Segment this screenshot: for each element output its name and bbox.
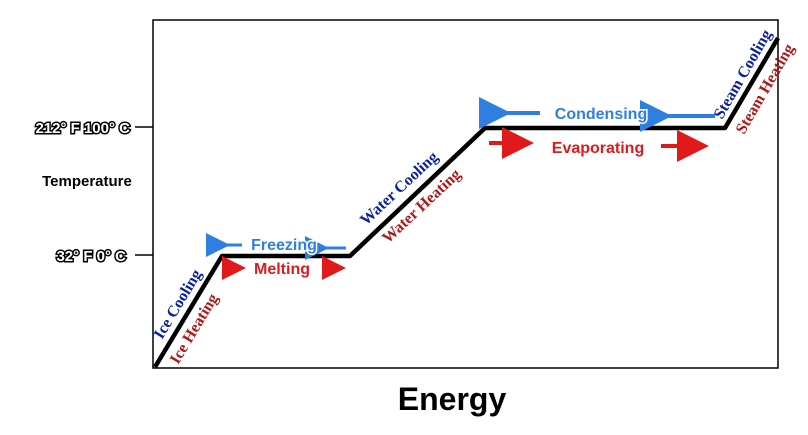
condensing-label: Condensing bbox=[555, 106, 647, 123]
melting-label: Melting bbox=[254, 261, 310, 278]
plot-frame bbox=[152, 19, 779, 369]
y-axis-label: Temperature bbox=[42, 173, 132, 190]
heating-curve bbox=[153, 36, 780, 369]
freezing-label: Freezing bbox=[251, 237, 317, 254]
tick-label-lower: 32° F 0° C bbox=[56, 248, 126, 265]
evaporating-label: Evaporating bbox=[552, 140, 644, 157]
x-axis-label: Energy bbox=[398, 381, 507, 417]
tick-label-upper: 212° F 100° C bbox=[35, 120, 130, 137]
